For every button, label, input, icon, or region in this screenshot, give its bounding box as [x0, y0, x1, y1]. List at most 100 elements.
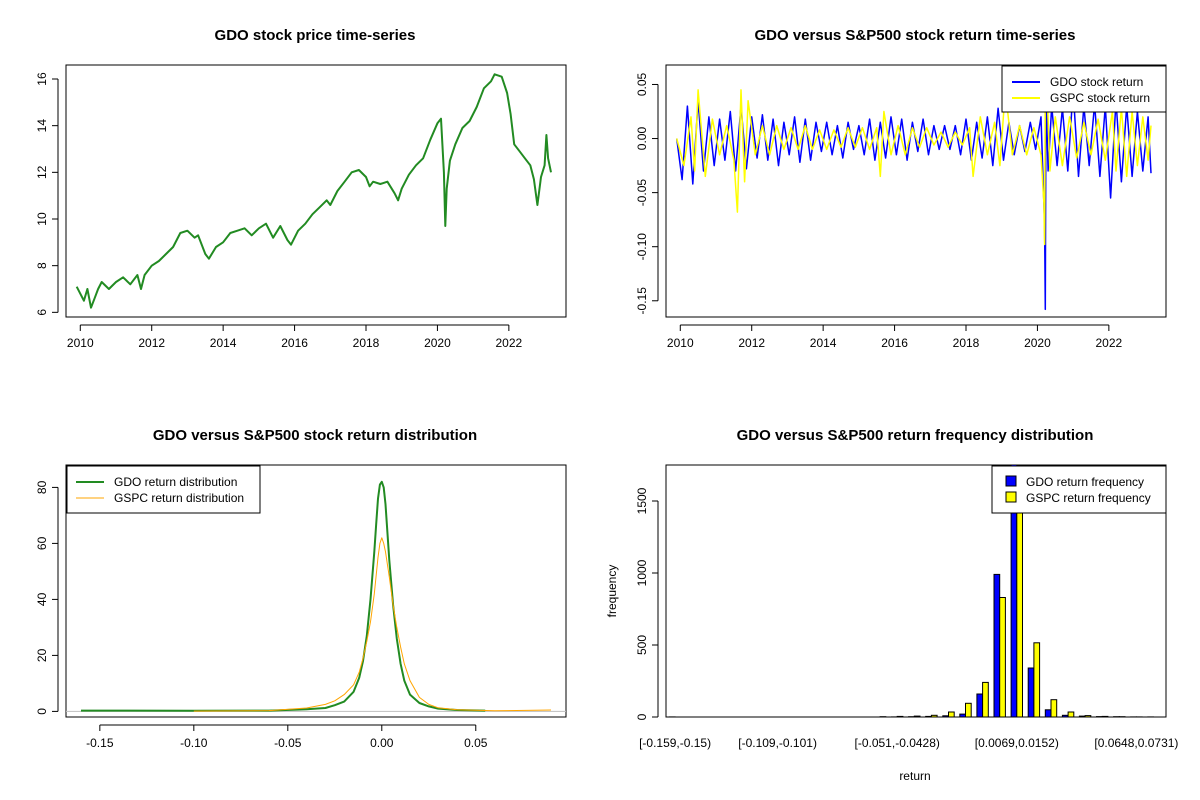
- y-axis: 0 500 1000 1500: [635, 487, 659, 720]
- plot-area: [75, 73, 552, 309]
- y-tick-label: 10: [35, 212, 49, 226]
- gspc-return-series-line: [675, 78, 1152, 246]
- x-tick-label: 2014: [210, 336, 237, 350]
- y-axis-label: frequency: [605, 565, 619, 618]
- legend-swatch-gdo: [1005, 475, 1017, 487]
- legend-label-gdo: GDO return frequency: [1026, 475, 1144, 489]
- bar-gspc: [896, 715, 904, 717]
- bar-gdo: [976, 693, 984, 717]
- price-series-line: [75, 73, 552, 309]
- x-tick-label: 2022: [1096, 336, 1123, 350]
- y-tick-label: 40: [35, 592, 49, 606]
- legend-label-gspc: GSPC stock return: [1050, 91, 1150, 105]
- y-tick-label: 6: [35, 309, 49, 316]
- bar-gspc: [1084, 715, 1092, 717]
- chart-title: GDO versus S&P500 stock return time-seri…: [755, 27, 1076, 44]
- x-tick-label: 2016: [881, 336, 908, 350]
- x-tick-label: 2018: [953, 336, 980, 350]
- y-axis: 6 8 10 12 14 16: [35, 72, 59, 316]
- y-tick-label: 0.00: [635, 127, 649, 151]
- bar-gdo: [959, 713, 966, 717]
- y-tick-label: -0.05: [635, 179, 649, 207]
- y-axis: 0 20 40 60 80: [35, 480, 59, 715]
- y-tick-label: 16: [35, 72, 49, 86]
- x-tick-label: 0.05: [464, 736, 488, 750]
- x-axis: [-0.159,-0.15) [-0.109,-0.101) [-0.051,-0.…: [639, 736, 1178, 750]
- legend-box: [1001, 65, 1167, 113]
- bar-gdo: [925, 715, 932, 717]
- legend-label-gspc: GSPC return distribution: [114, 491, 244, 505]
- x-tick-label: [-0.051,-0.0428): [855, 736, 940, 750]
- legend-label-gdo: GDO stock return: [1050, 75, 1143, 89]
- y-tick-label: 14: [35, 119, 49, 133]
- x-tick-label: [-0.159,-0.15): [639, 736, 711, 750]
- plot-box: [65, 464, 567, 718]
- gdo-density-line: [80, 480, 486, 712]
- x-tick-label: -0.10: [180, 736, 208, 750]
- x-tick-label: 0.00: [370, 736, 394, 750]
- legend-swatch-gspc: [1005, 491, 1017, 503]
- y-tick-label: 500: [635, 635, 649, 655]
- bar-gdo: [1027, 667, 1035, 717]
- y-tick-label: 0.05: [635, 72, 649, 96]
- x-tick-label: [0.0648,0.0731): [1094, 736, 1178, 750]
- x-tick-label: 2016: [281, 336, 308, 350]
- x-axis: -0.15 -0.10 -0.05 0.00 0.05: [86, 724, 488, 750]
- chart-title: GDO versus S&P500 return frequency distr…: [737, 427, 1094, 444]
- x-tick-label: [0.0069,0.0152): [975, 736, 1059, 750]
- bar-gdo: [1044, 709, 1052, 717]
- x-tick-label: 2010: [67, 336, 94, 350]
- plot-box: [665, 64, 1167, 318]
- bar-gspc: [982, 681, 989, 717]
- plot-area: [675, 78, 1152, 311]
- x-tick-label: 2010: [667, 336, 694, 350]
- bar-gspc: [1050, 699, 1058, 717]
- x-tick-label: -0.15: [86, 736, 114, 750]
- x-axis: 2010 2012 2014 2016 2018 2020 2022: [667, 324, 1123, 350]
- y-tick-label: 12: [35, 165, 49, 179]
- x-tick-label: [-0.109,-0.101): [738, 736, 817, 750]
- x-tick-label: -0.05: [274, 736, 302, 750]
- x-tick-label: 2020: [424, 336, 451, 350]
- chart-title: GDO versus S&P500 stock return distribut…: [153, 427, 477, 444]
- x-axis: 2010 2012 2014 2016 2018 2020 2022: [67, 324, 523, 350]
- y-tick-label: 0: [635, 713, 649, 720]
- y-tick-label: 1500: [635, 487, 649, 514]
- y-axis: -0.15 -0.10 -0.05 0.00 0.05: [635, 72, 659, 315]
- y-tick-label: 0: [35, 708, 49, 715]
- plot-area: [66, 480, 566, 712]
- x-tick-label: 2012: [138, 336, 165, 350]
- y-tick-label: 60: [35, 536, 49, 550]
- bar-gspc: [1016, 512, 1023, 717]
- bars-group: [668, 465, 1160, 717]
- y-tick-label: 1000: [635, 559, 649, 586]
- legend-label-gdo: GDO return distribution: [114, 475, 237, 489]
- x-tick-label: 2022: [496, 336, 523, 350]
- bar-gdo: [942, 715, 949, 717]
- bar-gspc: [1101, 715, 1109, 717]
- gdo-return-series-line: [675, 89, 1152, 311]
- legend-label-gspc: GSPC return frequency: [1026, 491, 1151, 505]
- panel-histogram: GDO versus S&P500 return frequency distr…: [605, 427, 1178, 783]
- panel-price: GDO stock price time-series 2010 2012 2014…: [35, 27, 567, 350]
- x-axis-label: return: [899, 769, 930, 783]
- bar-gspc: [913, 715, 921, 717]
- x-tick-label: 2014: [810, 336, 837, 350]
- y-tick-label: 20: [35, 648, 49, 662]
- y-tick-label: 8: [35, 262, 49, 269]
- gspc-density-line: [193, 537, 552, 712]
- bar-gspc: [948, 711, 955, 717]
- plot-area: [668, 465, 1160, 717]
- bar-gdo: [1061, 714, 1069, 717]
- legend: GDO return frequency GSPC return frequen…: [991, 465, 1167, 514]
- plot-box: [65, 64, 567, 318]
- legend: GDO stock return GSPC stock return: [1001, 65, 1167, 113]
- panel-returns: GDO versus S&P500 stock return time-seri…: [635, 27, 1167, 350]
- bar-gspc: [1067, 711, 1075, 717]
- bar-gdo: [993, 573, 1001, 717]
- y-tick-label: 80: [35, 480, 49, 494]
- y-tick-label: -0.15: [635, 287, 649, 315]
- bar-gdo: [1078, 715, 1086, 717]
- bar-gspc: [1033, 642, 1041, 717]
